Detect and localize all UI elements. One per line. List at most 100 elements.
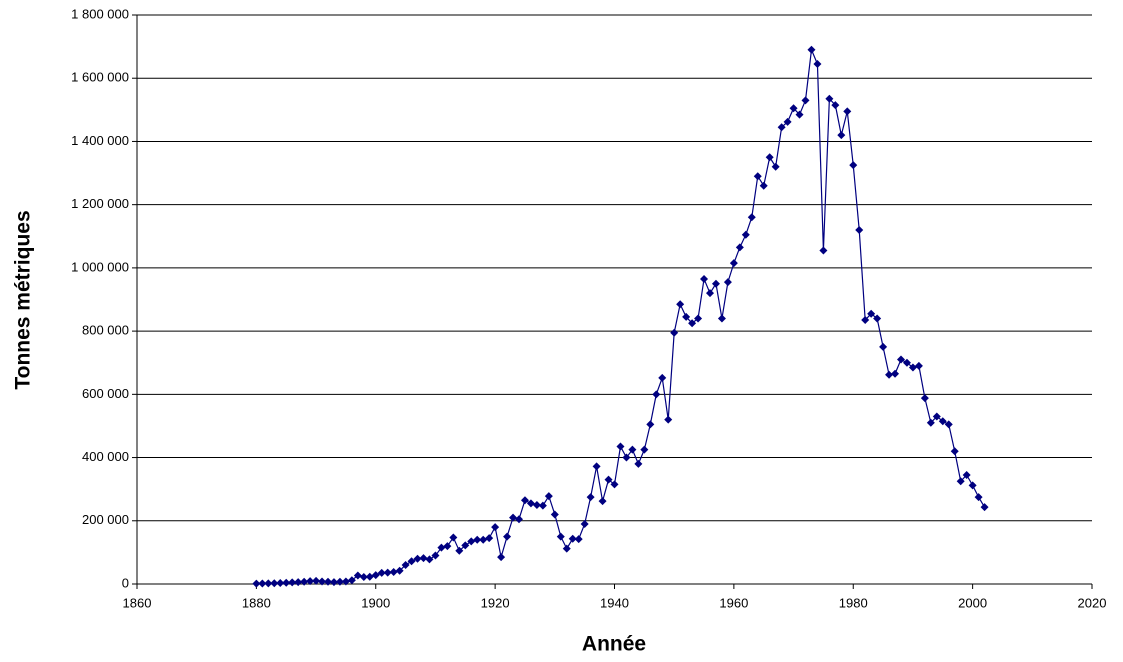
data-marker [532, 500, 541, 509]
x-tick-label: 1880 [242, 595, 271, 610]
data-marker [819, 246, 828, 255]
data-marker [885, 370, 894, 379]
data-marker [503, 532, 512, 541]
y-tick-label: 1 200 000 [71, 196, 129, 211]
data-marker [741, 230, 750, 239]
data-marker [902, 358, 911, 367]
data-marker [682, 312, 691, 321]
data-marker [867, 309, 876, 318]
data-marker [526, 499, 535, 508]
data-marker [825, 94, 834, 103]
data-marker [664, 415, 673, 424]
data-marker [801, 96, 810, 105]
data-marker [258, 579, 267, 588]
data-marker [520, 496, 529, 505]
data-marker [950, 447, 959, 456]
data-marker [688, 319, 697, 328]
data-marker [306, 577, 315, 586]
data-marker [831, 101, 840, 110]
data-marker [676, 300, 685, 309]
data-marker [443, 542, 452, 551]
data-marker [359, 573, 368, 582]
data-marker [580, 519, 589, 528]
data-marker [574, 535, 583, 544]
data-marker [974, 493, 983, 502]
x-tick-label: 2020 [1078, 595, 1107, 610]
data-marker [700, 274, 709, 283]
data-marker [962, 470, 971, 479]
y-axis-title: Tonnes métriques [12, 210, 35, 389]
data-marker [843, 107, 852, 116]
y-tick-label: 1 000 000 [71, 259, 129, 274]
data-marker [509, 513, 518, 522]
data-marker [938, 417, 947, 426]
y-tick-label: 800 000 [82, 323, 129, 338]
data-marker [926, 418, 935, 427]
data-marker [562, 544, 571, 553]
data-marker [282, 578, 291, 587]
data-marker [914, 361, 923, 370]
data-marker [491, 523, 500, 532]
data-marker [723, 278, 732, 287]
data-marker [652, 390, 661, 399]
data-marker [324, 577, 332, 586]
x-tick-label: 1860 [123, 595, 152, 610]
data-marker [556, 532, 565, 541]
data-marker [813, 59, 822, 68]
data-marker [473, 535, 482, 544]
data-marker [616, 442, 625, 451]
data-marker [276, 579, 285, 588]
data-marker [592, 462, 601, 471]
data-marker [789, 104, 798, 113]
x-tick-label: 1980 [839, 595, 868, 610]
data-marker [604, 475, 613, 484]
data-marker [753, 172, 762, 181]
data-marker [658, 373, 667, 382]
data-marker [777, 123, 786, 132]
data-marker [419, 554, 428, 563]
x-tick-label: 2000 [958, 595, 987, 610]
data-marker [897, 355, 905, 364]
data-marker [706, 289, 714, 298]
data-marker [598, 497, 607, 506]
data-marker [270, 579, 279, 588]
data-marker [544, 492, 553, 501]
data-marker [783, 117, 792, 126]
data-marker [670, 328, 679, 337]
data-marker [467, 537, 476, 546]
data-marker [383, 568, 392, 577]
data-marker [771, 162, 780, 171]
data-marker [879, 342, 888, 351]
data-marker [634, 459, 643, 468]
data-marker [980, 503, 989, 512]
data-marker [694, 314, 703, 323]
data-marker [920, 394, 929, 403]
y-tick-label: 600 000 [82, 386, 129, 401]
data-marker [377, 568, 386, 577]
data-marker [401, 561, 410, 570]
data-marker [747, 213, 756, 222]
y-tick-label: 1 600 000 [71, 70, 129, 85]
data-marker [908, 363, 917, 372]
data-marker [264, 579, 273, 588]
data-marker [437, 543, 446, 552]
data-marker [538, 501, 547, 510]
data-marker [849, 161, 858, 170]
data-marker [968, 481, 977, 490]
data-marker [646, 420, 655, 429]
data-marker [622, 453, 631, 462]
data-marker [759, 181, 768, 190]
data-marker [371, 571, 380, 580]
data-marker [312, 576, 321, 585]
data-marker [300, 577, 309, 586]
data-marker [341, 577, 350, 586]
y-tick-label: 0 [122, 575, 129, 590]
y-tick-label: 200 000 [82, 512, 129, 527]
data-marker [550, 510, 559, 519]
y-tick-label: 1 400 000 [71, 133, 129, 148]
data-marker [252, 579, 261, 588]
data-marker [586, 493, 595, 502]
data-marker [431, 551, 440, 560]
data-marker [395, 566, 404, 575]
